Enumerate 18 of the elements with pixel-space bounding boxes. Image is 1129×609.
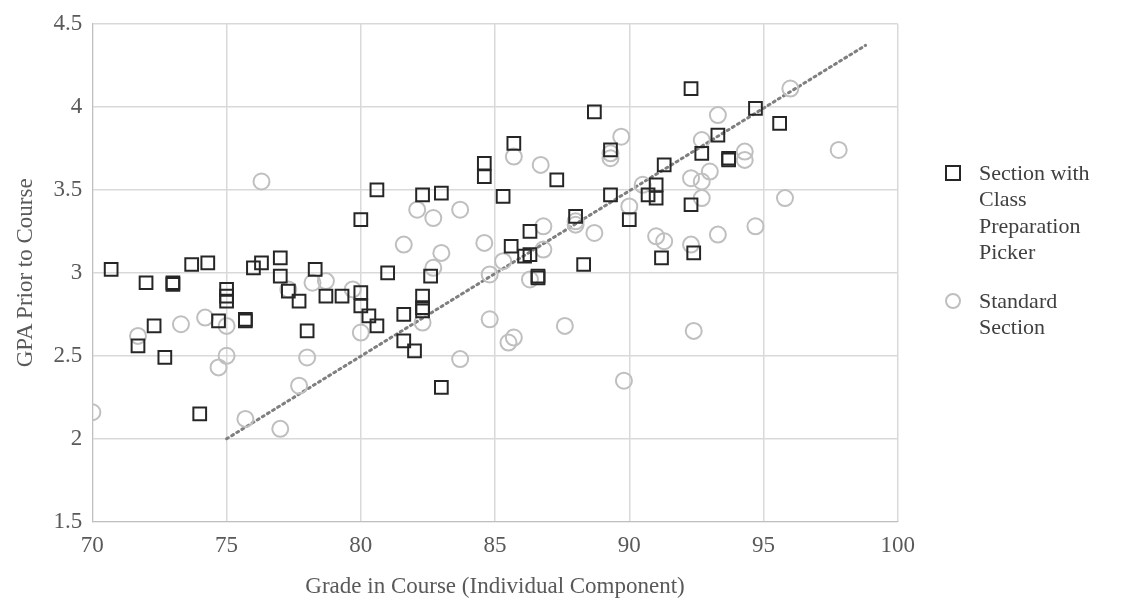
y-tick-label: 2 — [70, 424, 83, 450]
x-tick-label: 70 — [80, 531, 104, 557]
y-tick-label: 4.5 — [53, 9, 83, 35]
x-tick-label: 85 — [483, 531, 507, 557]
y-tick-label: 1.5 — [53, 507, 83, 533]
y-axis-title: GPA Prior to Course — [11, 178, 37, 368]
x-tick-label: 100 — [880, 531, 915, 557]
x-tick-label: 95 — [752, 531, 776, 557]
x-tick-label: 90 — [617, 531, 641, 557]
y-tick-label: 3.5 — [53, 175, 83, 201]
y-tick-label: 4 — [70, 92, 83, 118]
legend-label: Standard Section — [979, 287, 1059, 341]
y-tick-label: 2.5 — [53, 341, 83, 367]
legend-label: Section with Class Preparation Picker — [979, 160, 1091, 266]
x-tick-label: 75 — [215, 531, 239, 557]
y-tick-label: 3 — [70, 258, 83, 284]
x-tick-label: 80 — [349, 531, 373, 557]
x-axis-title: Grade in Course (Individual Component) — [305, 573, 685, 599]
